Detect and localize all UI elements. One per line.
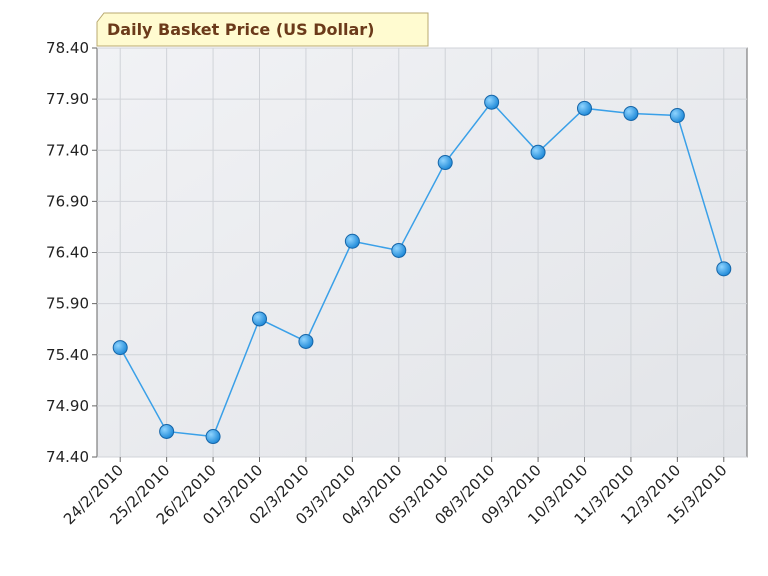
point	[577, 100, 592, 116]
title-box	[96, 12, 429, 47]
point	[716, 261, 732, 277]
y-tick-label: 77.90	[46, 90, 89, 108]
point	[669, 107, 685, 123]
y-tick-label: 74.90	[46, 397, 89, 415]
point	[159, 423, 175, 439]
chart-title: Daily Basket Price (US Dollar)	[107, 20, 375, 39]
y-tick-label: 74.40	[46, 448, 89, 466]
y-tick-label: 75.90	[46, 295, 89, 313]
point	[623, 105, 639, 121]
line	[119, 101, 725, 438]
point	[437, 155, 453, 171]
point	[344, 233, 360, 249]
point	[205, 429, 221, 445]
point	[484, 94, 500, 110]
y-tick-label: 76.40	[46, 244, 89, 262]
y-tick-label: 78.40	[46, 39, 89, 57]
point	[252, 311, 267, 327]
y-tick-label: 77.40	[46, 141, 89, 159]
y-tick-label: 76.90	[46, 192, 89, 210]
y-tick-label: 75.40	[46, 346, 89, 364]
point	[298, 333, 314, 349]
point	[112, 340, 128, 356]
point	[391, 242, 407, 258]
point	[530, 144, 546, 160]
